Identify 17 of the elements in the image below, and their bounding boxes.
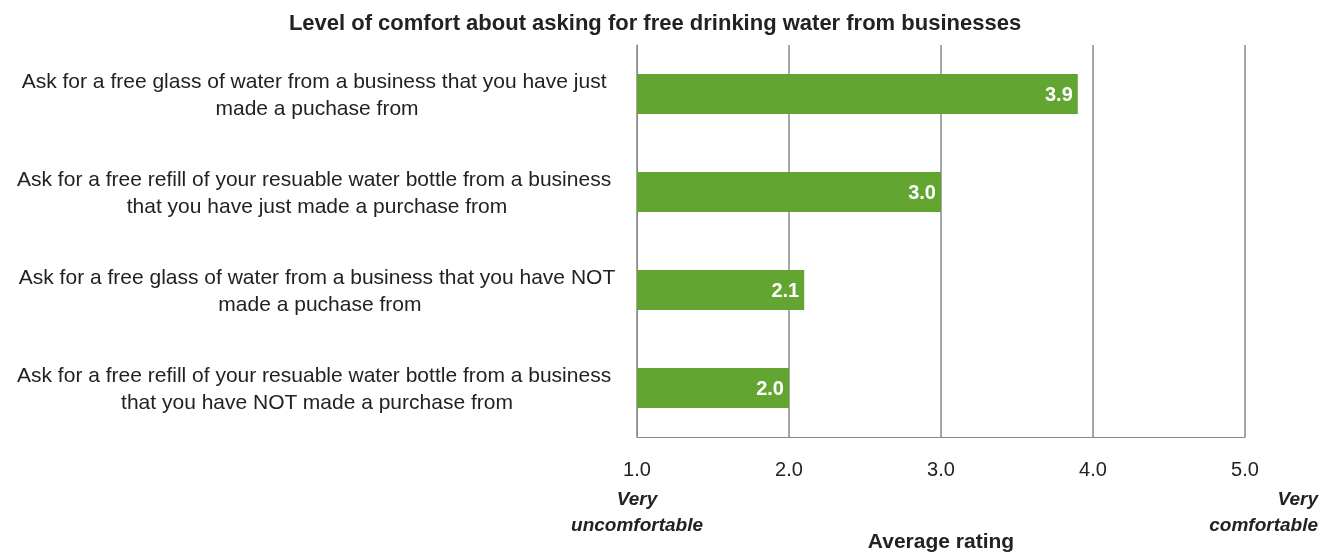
- data-label: 3.0: [908, 181, 936, 203]
- data-label: 2.1: [771, 279, 800, 301]
- chart-title: Level of comfort about asking for free drinking water from businesses: [288, 9, 1022, 35]
- text: Very uncomfortable: [571, 487, 704, 535]
- x-tick-label: 1.0: [623, 458, 651, 480]
- x-tick-label: 4.0: [1079, 458, 1107, 480]
- x-tick-label: 2.0: [775, 458, 803, 480]
- y-tick-label: Ask for a free refill of your resuable water bottle from a business that you have just made a purchase from: [17, 167, 617, 217]
- y-tick-label: Ask for a free refill of your resuable water bottle from a business that you have NOT made a purchase from: [17, 363, 617, 413]
- text: Very comfortable: [1209, 487, 1320, 535]
- data-label: 2.0: [756, 377, 784, 399]
- y-tick-label: Ask for a free glass of water from a business that you have just made a puchase from: [21, 69, 613, 119]
- y-tick-label: Ask for a free glass of water from a business that you have NOT made a puchase from: [18, 265, 616, 315]
- x-tick-label: 3.0: [927, 458, 955, 480]
- x-axis-title: Average rating: [867, 529, 1015, 552]
- data-label: 3.9: [1044, 83, 1073, 105]
- x-tick-label: 5.0: [1231, 458, 1259, 480]
